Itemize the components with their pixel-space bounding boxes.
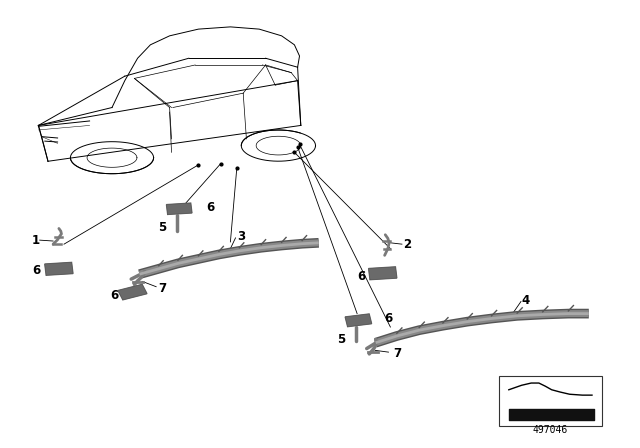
Text: 497046: 497046 — [532, 425, 568, 435]
Bar — [499, 376, 602, 426]
Polygon shape — [345, 314, 372, 327]
Text: 4: 4 — [522, 293, 530, 307]
Text: 7: 7 — [159, 282, 167, 295]
Polygon shape — [45, 263, 73, 275]
Polygon shape — [166, 203, 192, 215]
Text: 6: 6 — [384, 311, 392, 325]
Text: 6: 6 — [110, 289, 118, 302]
Text: 5: 5 — [337, 333, 346, 346]
Text: 5: 5 — [158, 221, 166, 234]
Text: 6: 6 — [357, 270, 365, 284]
Text: 3: 3 — [237, 230, 245, 243]
Text: 2: 2 — [403, 237, 412, 251]
Text: 6: 6 — [32, 264, 40, 277]
Text: 1: 1 — [32, 233, 40, 247]
Text: 7: 7 — [393, 347, 401, 360]
Polygon shape — [369, 267, 397, 280]
Text: 6: 6 — [206, 201, 214, 214]
Polygon shape — [118, 284, 147, 300]
